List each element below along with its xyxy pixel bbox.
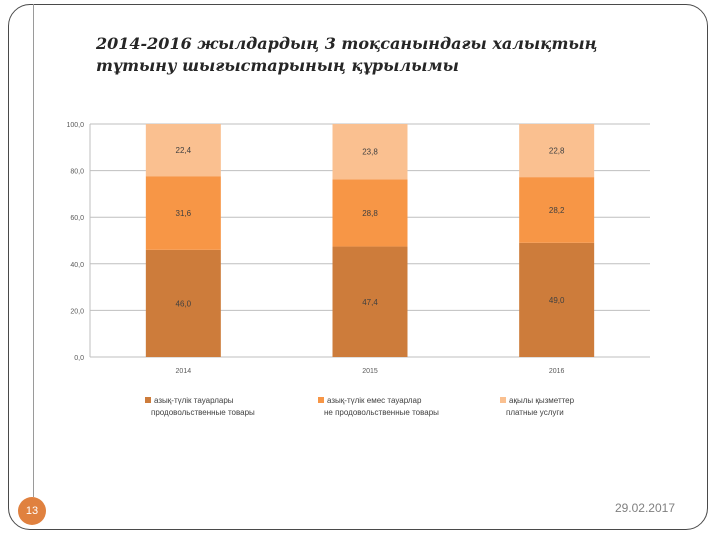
bar-segment <box>519 177 595 243</box>
bar-segment <box>145 249 221 357</box>
legend-label: ақылы қызметтер <box>509 396 575 405</box>
bar-segment <box>145 124 221 177</box>
legend-swatch <box>500 397 506 403</box>
slide-left-rule <box>33 4 34 497</box>
legend-label: не продовольственные товары <box>324 408 439 417</box>
page-number-badge: 13 <box>18 497 46 525</box>
bar-segment <box>332 179 408 247</box>
x-tick-label: 2016 <box>549 368 565 375</box>
data-label: 28,2 <box>549 206 565 215</box>
bar-segment <box>519 124 595 178</box>
slide-title: 2014-2016 жылдардың 3 тоқсанындағы халық… <box>96 33 616 77</box>
data-label: 28,8 <box>362 209 378 218</box>
bar-segment <box>519 242 595 357</box>
legend-label: продовольственные товары <box>151 408 255 417</box>
data-label: 49,0 <box>549 296 565 305</box>
y-tick-label: 60,0 <box>70 215 84 222</box>
legend-swatch <box>318 397 324 403</box>
slide-title-line-2: тұтыну шығыстарының құрылымы <box>96 56 459 75</box>
data-label: 23,8 <box>362 148 378 157</box>
data-label: 22,4 <box>176 146 192 155</box>
legend-label: азық-түлік тауарлары <box>154 396 234 405</box>
bar-segment <box>332 124 408 180</box>
legend-swatch <box>145 397 151 403</box>
y-tick-label: 20,0 <box>70 308 84 315</box>
y-tick-label: 0,0 <box>74 355 84 362</box>
data-label: 47,4 <box>362 298 378 307</box>
legend-label: платные услуги <box>506 408 564 417</box>
data-label: 46,0 <box>176 299 192 308</box>
x-tick-label: 2014 <box>176 368 192 375</box>
x-tick-label: 2015 <box>362 368 378 375</box>
slide-date: 29.02.2017 <box>614 501 675 515</box>
slide-frame <box>8 4 708 530</box>
y-tick-label: 40,0 <box>70 262 84 269</box>
bar-segment <box>145 176 221 250</box>
slide-title-line-1: 2014-2016 жылдардың 3 тоқсанындағы халық… <box>96 34 598 53</box>
legend-label: азық-түлік емес тауарлар <box>327 396 422 405</box>
y-tick-label: 100,0 <box>66 122 84 129</box>
bar-segment <box>332 246 408 357</box>
data-label: 22,8 <box>549 147 565 156</box>
y-tick-label: 80,0 <box>70 169 84 176</box>
data-label: 31,6 <box>176 209 192 218</box>
